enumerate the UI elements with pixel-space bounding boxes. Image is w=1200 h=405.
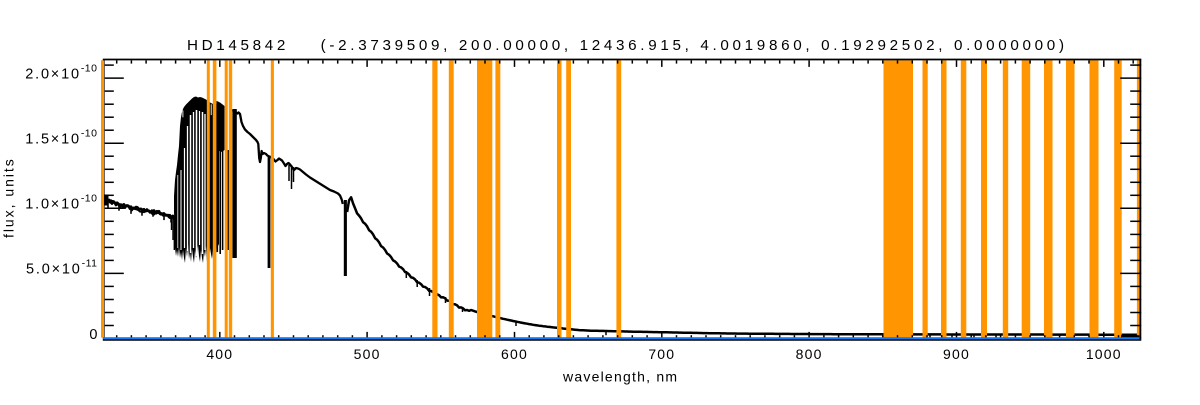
svg-text:800: 800 — [796, 346, 823, 362]
svg-text:wavelength, nm: wavelength, nm — [562, 369, 678, 385]
svg-text:2.0×10-10: 2.0×10-10 — [25, 62, 97, 82]
svg-text:500: 500 — [354, 346, 381, 362]
svg-text:1000: 1000 — [1086, 346, 1122, 362]
svg-text:400: 400 — [206, 346, 233, 362]
svg-text:0: 0 — [89, 327, 97, 343]
svg-text:600: 600 — [501, 346, 528, 362]
svg-text:5.0×10-11: 5.0×10-11 — [26, 258, 97, 278]
svg-text:700: 700 — [648, 346, 675, 362]
svg-text:HD145842 (-2.3739509, 200.0: HD145842 (-2.3739509, 200.00000, 12436.9… — [187, 37, 1066, 54]
svg-text:900: 900 — [943, 346, 970, 362]
svg-text:1.5×10-10: 1.5×10-10 — [25, 128, 97, 148]
svg-text:1.0×10-10: 1.0×10-10 — [25, 193, 97, 213]
svg-text:flux, units: flux, units — [1, 158, 17, 238]
